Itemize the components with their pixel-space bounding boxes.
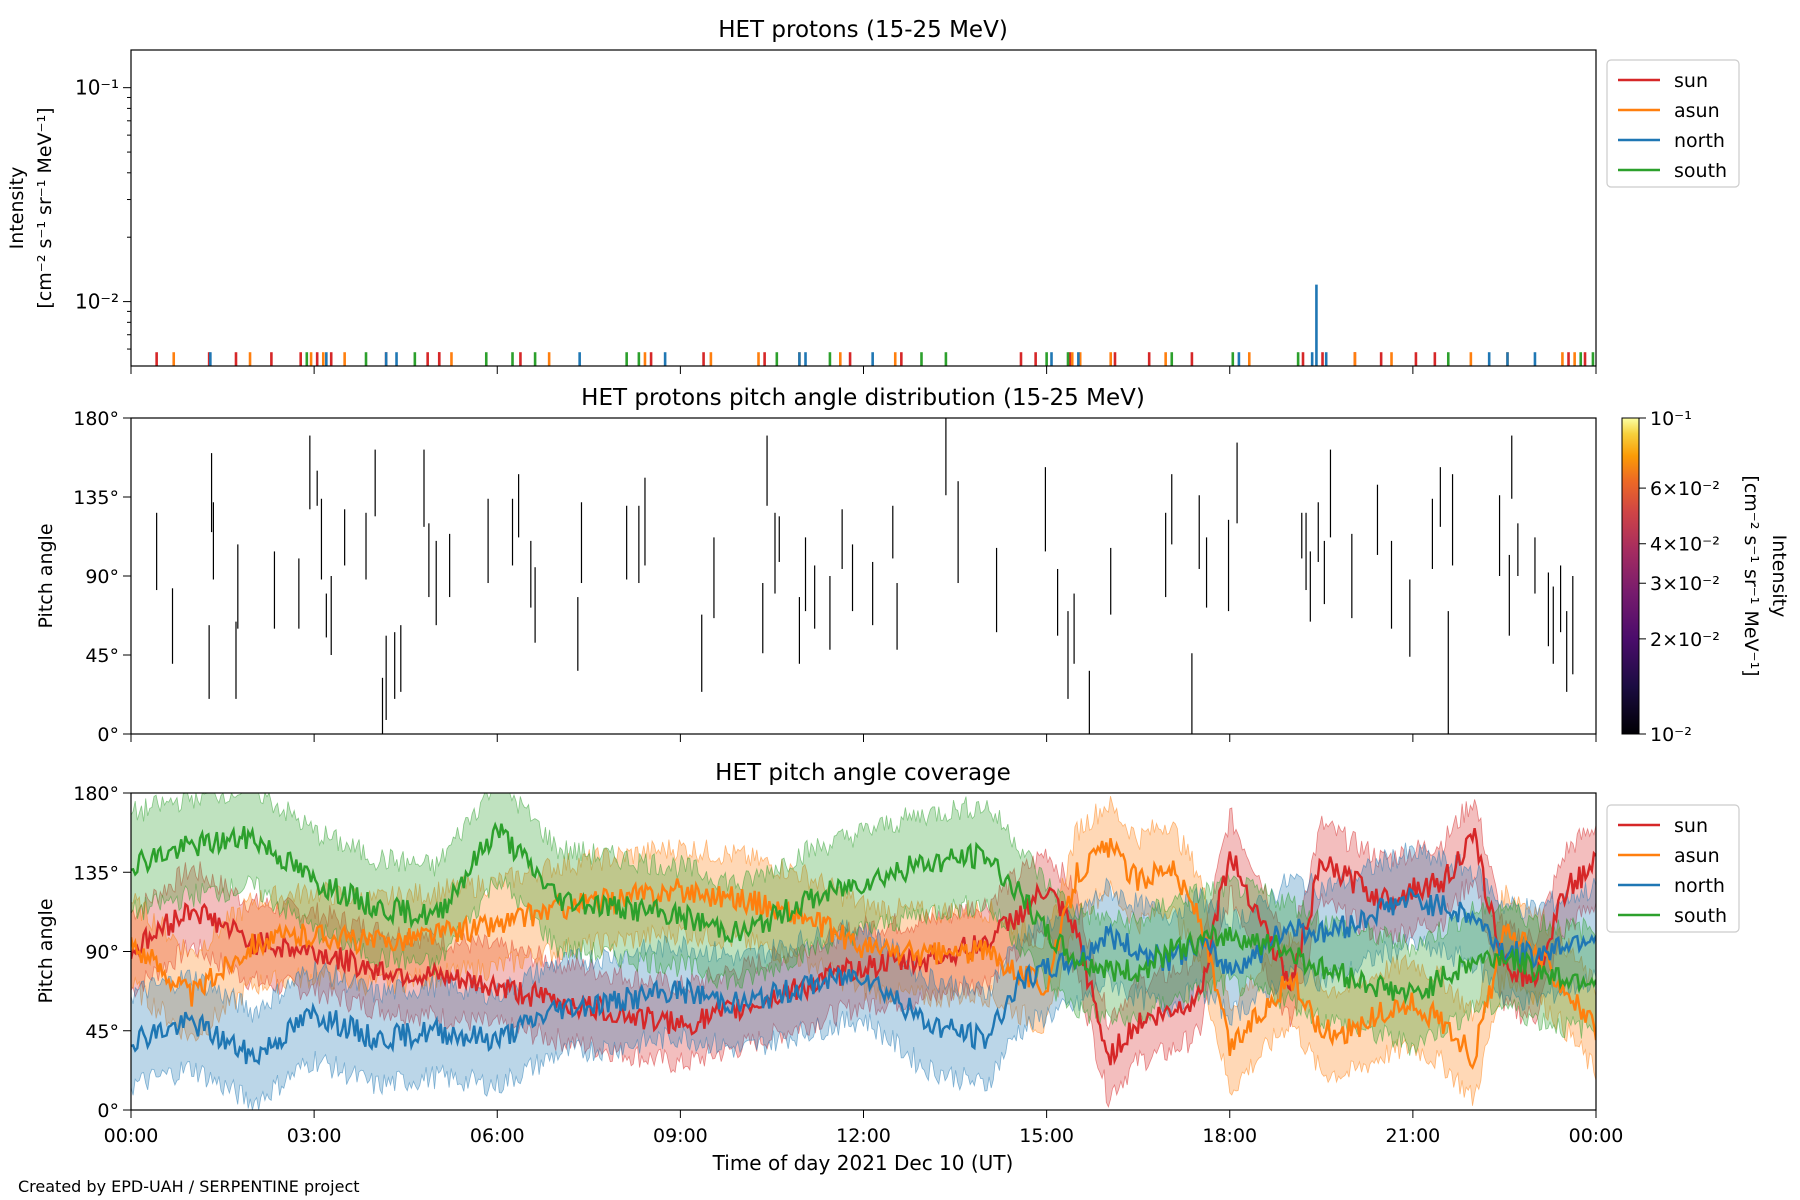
legend-label-south: south xyxy=(1674,905,1727,927)
y-tick-label: 135° xyxy=(73,862,119,884)
colorbar: 10⁻¹ 6×10⁻² 4×10⁻² 3×10⁻² 2×10⁻² 10⁻² Intensi… xyxy=(1621,408,1790,746)
legend-label-sun: sun xyxy=(1674,815,1708,837)
panel2-marks xyxy=(156,418,1574,734)
y-tick-label: 180° xyxy=(73,783,119,805)
x-tick-label: 21:00 xyxy=(1385,1125,1440,1147)
panel1-title: HET protons (15-25 MeV) xyxy=(718,17,1008,43)
panel3-marks xyxy=(131,793,1596,1110)
colorbar-tick-label: 2×10⁻² xyxy=(1650,629,1720,651)
panel3-legend: sun asun north south xyxy=(1606,804,1740,933)
y-tick-label: 10⁻¹ xyxy=(75,76,119,100)
x-tick-label: 06:00 xyxy=(470,1125,525,1147)
legend-label-south: south xyxy=(1674,160,1727,182)
colorbar-gradient xyxy=(1621,417,1640,735)
x-tick-label: 00:00 xyxy=(1569,1125,1624,1147)
colorbar-label-line1: Intensity xyxy=(1768,535,1790,618)
line-north xyxy=(131,887,1596,1066)
legend-label-north: north xyxy=(1674,130,1725,152)
panel2-y-ticks: 0° 45° 90° 135° 180° xyxy=(73,408,131,746)
colorbar-tick-label: 6×10⁻² xyxy=(1650,478,1720,500)
panel2-ylabel: Pitch angle xyxy=(35,523,57,628)
legend-label-sun: sun xyxy=(1674,70,1708,92)
x-tick-label: 12:00 xyxy=(836,1125,891,1147)
panel3-x-ticks: 00:00 03:00 06:00 09:00 12:00 15:00 18:00 21:00… xyxy=(104,1110,1624,1147)
panel1-ylabel-line1: Intensity xyxy=(6,167,28,250)
panel-intensity: HET protons (15-25 MeV) 10⁻¹ 10⁻² Intensi… xyxy=(6,17,1740,374)
x-tick-label: 03:00 xyxy=(287,1125,342,1147)
panel3-ylabel: Pitch angle xyxy=(35,898,57,1003)
legend-label-asun: asun xyxy=(1674,100,1720,122)
footer-credit: Created by EPD-UAH / SERPENTINE project xyxy=(18,1177,360,1196)
panel1-axes-frame xyxy=(130,49,1597,367)
y-tick-label: 180° xyxy=(73,408,119,430)
y-tick-label: 45° xyxy=(85,1021,119,1043)
colorbar-tick-label: 10⁻¹ xyxy=(1650,408,1692,430)
panel-pitch-angle-coverage: HET pitch angle coverage 0° 45° 90° 135° 180… xyxy=(35,760,1740,1175)
y-tick-label: 90° xyxy=(85,942,119,964)
x-tick-label: 15:00 xyxy=(1019,1125,1074,1147)
y-tick-label: 90° xyxy=(85,566,119,588)
colorbar-ticks: 10⁻¹ 6×10⁻² 4×10⁻² 3×10⁻² 2×10⁻² 10⁻² xyxy=(1639,408,1720,746)
panel1-legend: sun asun north south xyxy=(1606,59,1740,188)
panel2-axes-frame xyxy=(130,417,1597,735)
panel2-title: HET protons pitch angle distribution (15… xyxy=(581,385,1145,411)
x-tick-label: 00:00 xyxy=(104,1125,159,1147)
legend-box xyxy=(1606,59,1740,188)
line-sun xyxy=(131,827,1596,1066)
colorbar-tick-label: 10⁻² xyxy=(1650,724,1692,746)
colorbar-tick-label: 4×10⁻² xyxy=(1650,534,1720,556)
panel1-marks xyxy=(155,284,1595,366)
x-tick-label: 18:00 xyxy=(1202,1125,1257,1147)
y-tick-label: 0° xyxy=(97,724,119,746)
legend-box xyxy=(1606,804,1740,933)
band-south xyxy=(131,793,1596,1056)
y-tick-label: 0° xyxy=(97,1100,119,1122)
line-south xyxy=(131,821,1596,1005)
y-tick-label: 45° xyxy=(85,645,119,667)
panel-pitch-angle-distribution: HET protons pitch angle distribution (15… xyxy=(35,385,1790,746)
panel3-y-ticks: 0° 45° 90° 135° 180° xyxy=(73,783,131,1122)
panel3-title: HET pitch angle coverage xyxy=(715,760,1011,786)
x-tick-label: 09:00 xyxy=(653,1125,708,1147)
panel1-y-ticks: 10⁻¹ 10⁻² xyxy=(75,76,131,350)
panel1-x-ticks xyxy=(130,366,1597,374)
panel1-ylabel-line2: [cm⁻² s⁻¹ sr⁻¹ MeV⁻¹] xyxy=(34,107,56,308)
panel3-xlabel: Time of day 2021 Dec 10 (UT) xyxy=(712,1151,1014,1175)
colorbar-tick-label: 3×10⁻² xyxy=(1650,573,1720,595)
colorbar-label-line2: [cm⁻² s⁻¹ sr⁻¹ MeV⁻¹] xyxy=(1740,475,1762,676)
y-tick-label: 135° xyxy=(73,487,119,509)
legend-label-asun: asun xyxy=(1674,845,1720,867)
panel2-x-ticks xyxy=(130,734,1597,742)
y-tick-label: 10⁻² xyxy=(75,290,119,314)
line-asun xyxy=(131,837,1596,1070)
legend-label-north: north xyxy=(1674,875,1725,897)
